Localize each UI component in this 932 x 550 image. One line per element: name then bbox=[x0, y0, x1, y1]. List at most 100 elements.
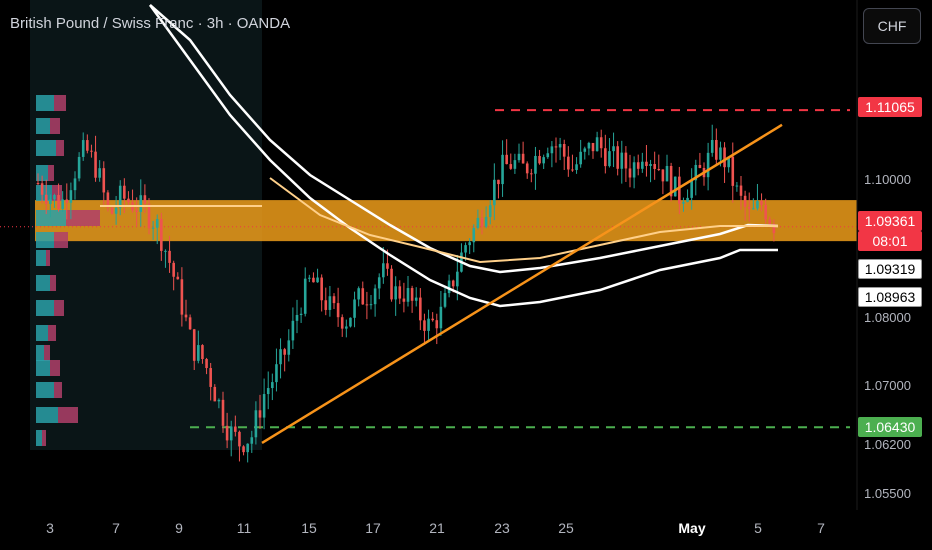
date-tick: 11 bbox=[236, 520, 252, 536]
candle-body bbox=[258, 410, 262, 418]
volume-profile-bar bbox=[36, 250, 46, 266]
candle-body bbox=[328, 296, 332, 310]
candle-body bbox=[86, 140, 89, 151]
candle-body bbox=[710, 140, 714, 153]
resistance-price-tag: 1.11065 bbox=[858, 97, 922, 117]
candle-body bbox=[316, 277, 319, 283]
candle-body bbox=[382, 263, 385, 278]
candle-body bbox=[147, 203, 151, 229]
candle-body bbox=[616, 146, 619, 169]
candle-body bbox=[464, 245, 467, 253]
candle-body bbox=[628, 168, 632, 178]
volume-profile-bar bbox=[36, 232, 54, 248]
candle-body bbox=[135, 210, 138, 212]
candle-body bbox=[431, 318, 434, 321]
candle-body bbox=[365, 304, 369, 306]
price-tick: 1.05500 bbox=[864, 486, 911, 501]
volume-profile-bar bbox=[36, 275, 50, 291]
volume-profile-bar bbox=[58, 407, 78, 423]
candle-body bbox=[53, 195, 56, 200]
candle-body bbox=[735, 185, 739, 187]
candle-body bbox=[419, 297, 422, 321]
ascending-trendline bbox=[261, 123, 783, 444]
candle-body bbox=[591, 142, 595, 152]
candle-body bbox=[414, 297, 418, 301]
candle-body bbox=[571, 169, 574, 171]
candle-body bbox=[106, 192, 110, 208]
candle-body bbox=[719, 147, 722, 160]
volume-profile-bar bbox=[36, 382, 54, 398]
candle-body bbox=[398, 286, 402, 299]
candle-body bbox=[357, 288, 360, 300]
candle-body bbox=[620, 152, 624, 169]
currency-button[interactable]: CHF bbox=[863, 8, 921, 44]
ma-slow-price-tag: 1.08963 bbox=[858, 287, 922, 307]
volume-profile-bar bbox=[36, 345, 44, 361]
volume-profile-bar bbox=[36, 300, 54, 316]
price-tick: 1.08000 bbox=[864, 310, 911, 325]
candle-body bbox=[435, 320, 439, 329]
candle-body bbox=[747, 206, 751, 209]
volume-profile-bar bbox=[36, 118, 50, 134]
candle-body bbox=[739, 185, 743, 196]
candle-body bbox=[65, 199, 69, 203]
candle-body bbox=[410, 288, 414, 301]
candle-body bbox=[229, 426, 233, 441]
candle-body bbox=[579, 151, 582, 165]
candle-body bbox=[102, 168, 106, 193]
candle-body bbox=[612, 146, 615, 152]
candle-body bbox=[636, 162, 640, 169]
candle-body bbox=[542, 157, 545, 164]
volume-profile-bar bbox=[50, 360, 60, 376]
candle-body bbox=[266, 388, 270, 395]
date-tick: 9 bbox=[175, 520, 183, 536]
volume-profile-bar bbox=[56, 140, 64, 156]
countdown-tag: 08:01 bbox=[858, 231, 922, 251]
last-price-tag: 1.09361 bbox=[858, 211, 922, 231]
candle-body bbox=[49, 199, 52, 205]
candle-body bbox=[497, 179, 500, 185]
candle-body bbox=[727, 156, 730, 168]
candle-body bbox=[513, 160, 517, 169]
moving-average-orange bbox=[269, 177, 778, 264]
candle-body bbox=[40, 183, 44, 195]
candle-body bbox=[114, 207, 118, 214]
candle-body bbox=[279, 349, 282, 365]
candle-body bbox=[353, 299, 356, 318]
candle-body bbox=[546, 153, 550, 158]
candle-body bbox=[608, 151, 611, 167]
candle-body bbox=[530, 173, 533, 175]
volume-profile-bar bbox=[36, 185, 52, 201]
candle-body bbox=[299, 313, 303, 315]
candle-body bbox=[682, 201, 685, 204]
candle-body bbox=[205, 359, 208, 369]
candle-body bbox=[439, 306, 443, 329]
volume-profile-bar bbox=[44, 345, 50, 361]
moving-average-fast bbox=[149, 4, 779, 274]
volume-profile-bar bbox=[50, 275, 56, 291]
candle-body bbox=[567, 156, 570, 170]
date-tick: 23 bbox=[494, 520, 510, 536]
candle-body bbox=[164, 250, 167, 252]
date-tick: 3 bbox=[46, 520, 54, 536]
candle-body bbox=[402, 298, 406, 302]
candle-body bbox=[517, 153, 521, 161]
date-tick: 21 bbox=[429, 520, 445, 536]
candle-body bbox=[752, 208, 755, 210]
candle-body bbox=[456, 271, 459, 287]
candle-body bbox=[250, 437, 254, 444]
candle-body bbox=[197, 345, 200, 361]
candle-body bbox=[160, 219, 163, 251]
candle-body bbox=[698, 164, 702, 168]
candle-body bbox=[184, 314, 188, 318]
candle-body bbox=[575, 164, 578, 171]
candle-body bbox=[488, 205, 492, 217]
candle-body bbox=[394, 286, 397, 300]
candle-body bbox=[209, 368, 212, 387]
candle-body bbox=[768, 219, 772, 224]
candle-body bbox=[641, 161, 644, 169]
price-tick: 1.07000 bbox=[864, 378, 911, 393]
volume-profile-bar bbox=[66, 210, 100, 226]
